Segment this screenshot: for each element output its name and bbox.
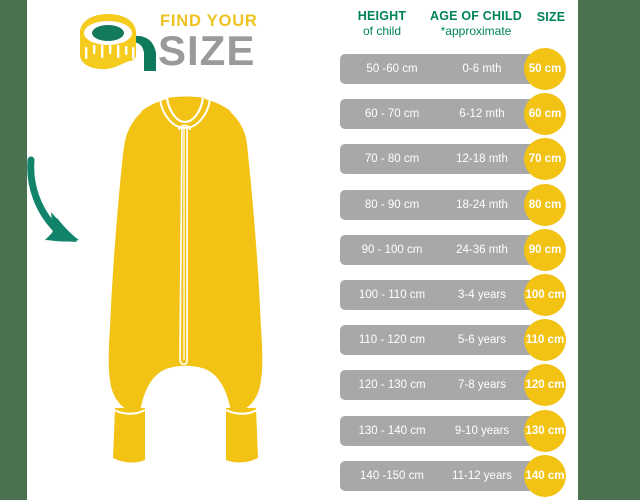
cell-age: 5-6 years: [458, 334, 506, 347]
cell-height: 90 - 100 cm: [361, 243, 423, 256]
logo-line-size: SIZE: [158, 27, 256, 74]
right-leg-cuff: [225, 408, 258, 463]
cell-height: 130 - 140 cm: [358, 424, 426, 437]
size-badge: 140 cm: [524, 454, 566, 497]
cell-age: 3-4 years: [458, 289, 506, 301]
cell-age: 12-18 mth: [456, 153, 508, 166]
cell-height: 100 - 110 cm: [358, 289, 426, 301]
content-area: FIND YOUR SIZE: [27, 0, 578, 500]
right-green-band: [578, 0, 640, 500]
logo-text-block: FIND YOUR SIZE: [158, 12, 338, 72]
table-header-row: HEIGHT of child AGE OF CHILD *approximat…: [337, 7, 578, 47]
size-badge: 130 cm: [524, 409, 566, 452]
column-header-height-title: HEIGHT: [357, 9, 407, 23]
cell-age: 11-12 years: [452, 469, 512, 482]
baby-sleeping-bag-illustration: [27, 88, 337, 498]
cell-height: 80 - 90 cm: [364, 198, 420, 211]
table-row-bar: 100 - 110 cm 3-4 years: [340, 280, 542, 310]
cell-height: 120 - 130 cm: [358, 379, 426, 392]
size-badge: 110 cm: [524, 319, 566, 362]
size-badge: 50 cm: [524, 48, 566, 90]
cell-height: 50 -60 cm: [366, 63, 418, 75]
table-row-bar: 130 - 140 cm 9-10 years: [340, 415, 542, 446]
table-row-bar: 70 - 80 cm 12-18 mth: [340, 144, 542, 175]
cell-height: 110 - 120 cm: [358, 334, 426, 347]
size-badge: 120 cm: [524, 364, 566, 407]
curved-arrow-icon: [27, 156, 79, 242]
column-header-height-subtitle: of child: [362, 24, 402, 38]
cell-age: 6-12 mth: [459, 108, 505, 121]
cell-height: 140 -150 cm: [360, 469, 424, 482]
table-row: 60 - 70 cm 6-12 mth 60 cm: [337, 93, 578, 136]
table-row: 50 -60 cm 0-6 mth 50 cm: [337, 48, 578, 90]
size-badge: 60 cm: [524, 93, 566, 136]
size-table: HEIGHT of child AGE OF CHILD *approximat…: [337, 0, 578, 500]
table-row: 130 - 140 cm 9-10 years 130 cm: [337, 409, 578, 452]
size-badge: 90 cm: [524, 228, 566, 271]
table-row: 70 - 80 cm 12-18 mth 70 cm: [337, 138, 578, 181]
table-row-bar: 80 - 90 cm 18-24 mth: [340, 189, 542, 220]
table-row-bar: 50 -60 cm 0-6 mth: [340, 54, 542, 84]
column-header-size-title: SIZE: [536, 10, 566, 24]
cell-age: 24-36 mth: [456, 243, 508, 256]
column-header-size: SIZE: [527, 10, 575, 24]
table-row-bar: 140 -150 cm 11-12 years: [340, 460, 542, 491]
cell-age: 7-8 years: [458, 379, 506, 392]
column-header-height: HEIGHT of child: [339, 9, 425, 38]
left-green-band: [0, 0, 27, 500]
table-row-bar: 90 - 100 cm 24-36 mth: [340, 234, 542, 265]
table-row: 90 - 100 cm 24-36 mth 90 cm: [337, 228, 578, 271]
measuring-tape-icon: [72, 11, 164, 77]
cell-height: 70 - 80 cm: [364, 153, 420, 166]
illustration-panel: FIND YOUR SIZE: [27, 0, 337, 500]
size-badge: 80 cm: [524, 183, 566, 226]
table-row: 120 - 130 cm 7-8 years 120 cm: [337, 364, 578, 407]
cell-age: 0-6 mth: [462, 63, 502, 75]
left-leg-cuff: [113, 408, 146, 463]
cell-height: 60 - 70 cm: [364, 108, 420, 121]
table-row: 80 - 90 cm 18-24 mth 80 cm: [337, 183, 578, 226]
table-row: 140 -150 cm 11-12 years 140 cm: [337, 454, 578, 497]
table-row: 110 - 120 cm 5-6 years 110 cm: [337, 319, 578, 362]
cell-age: 9-10 years: [454, 424, 510, 437]
size-badge: 70 cm: [524, 138, 566, 181]
column-header-age: AGE OF CHILD *approximate: [421, 9, 531, 38]
garment-body: [108, 96, 263, 412]
table-body: 50 -60 cm 0-6 mth 50 cm 60 - 70 cm 6-12 mth 6…: [337, 48, 578, 500]
logo-line-find-your: FIND YOUR: [160, 12, 258, 30]
table-row-bar: 60 - 70 cm 6-12 mth: [340, 99, 542, 130]
table-row-bar: 120 - 130 cm 7-8 years: [340, 370, 542, 401]
column-header-age-subtitle: *approximate: [440, 24, 512, 38]
column-header-age-title: AGE OF CHILD: [430, 9, 522, 23]
size-badge: 100 cm: [524, 274, 566, 316]
find-your-size-logo: FIND YOUR SIZE: [72, 8, 337, 80]
table-row: 100 - 110 cm 3-4 years 100 cm: [337, 274, 578, 316]
table-row-bar: 110 - 120 cm 5-6 years: [340, 325, 542, 356]
cell-age: 18-24 mth: [456, 198, 508, 211]
